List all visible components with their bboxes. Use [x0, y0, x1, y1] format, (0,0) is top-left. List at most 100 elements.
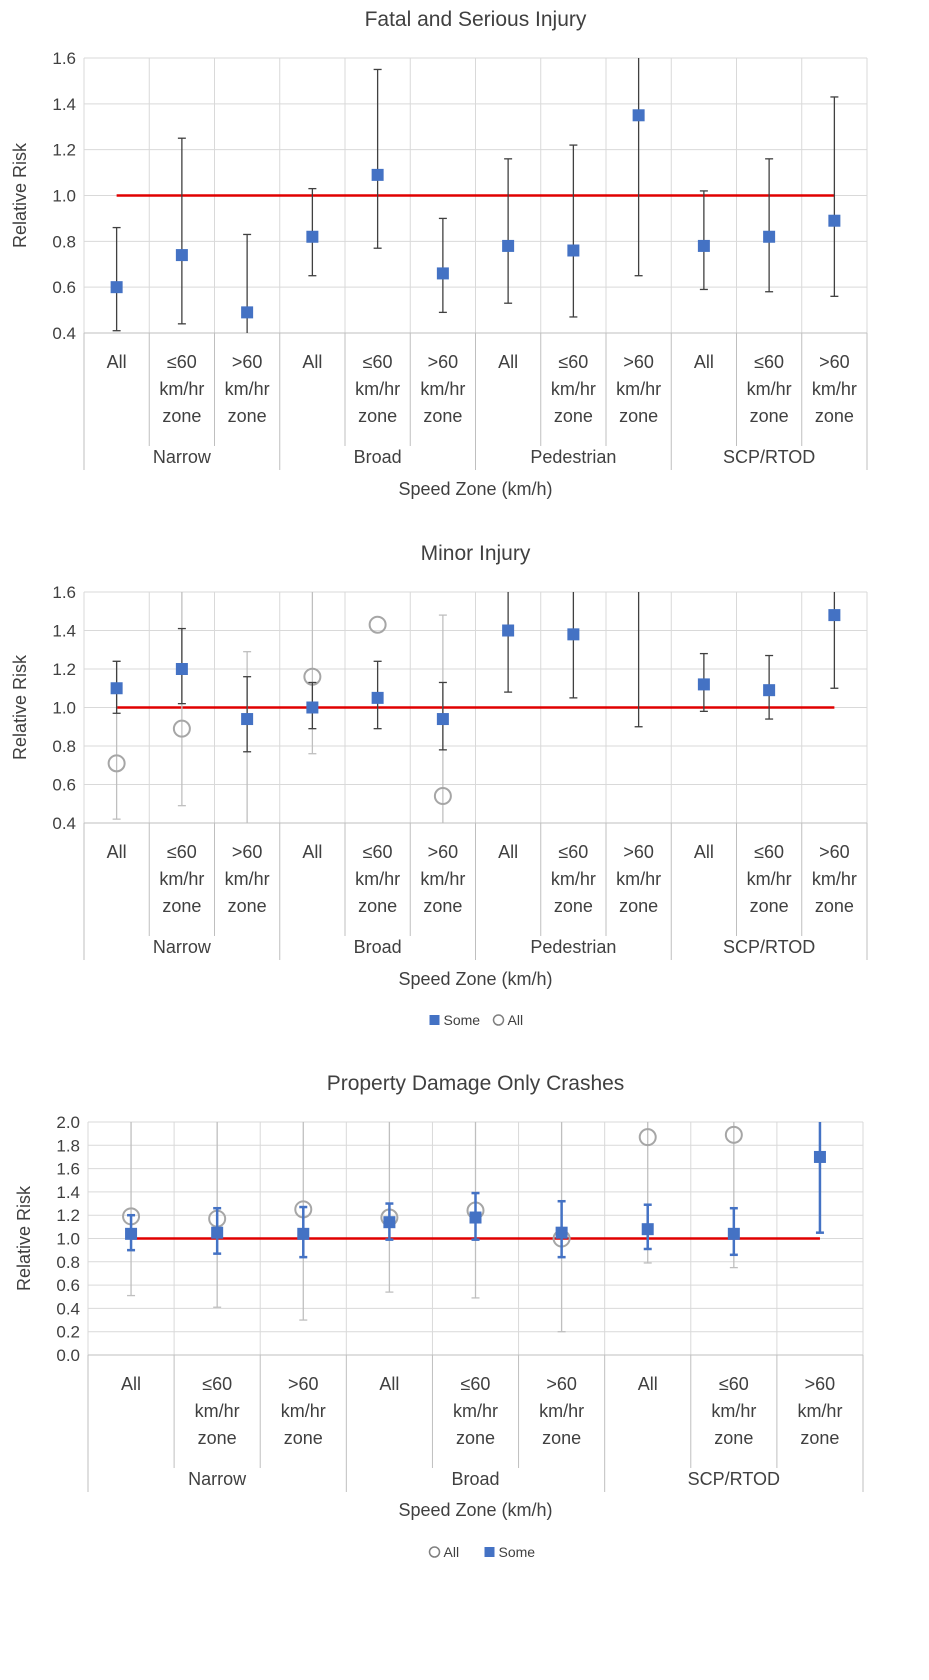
x-tick-label: km/hr: [159, 869, 204, 889]
y-tick-label: 1.4: [52, 622, 76, 641]
x-tick-label: zone: [815, 896, 854, 916]
group-label: Narrow: [188, 1469, 247, 1489]
x-axis-title: Speed Zone (km/h): [398, 1500, 552, 1520]
x-tick-label: All: [638, 1374, 658, 1394]
y-tick-label: 1.4: [56, 1183, 80, 1202]
legend-label: Some: [444, 1012, 481, 1028]
x-tick-label: km/hr: [159, 379, 204, 399]
x-tick-label: zone: [284, 1428, 323, 1448]
x-tick-label: zone: [228, 896, 267, 916]
x-tick-label: All: [498, 352, 518, 372]
group-label: Broad: [451, 1469, 499, 1489]
data-point-all: [433, 787, 452, 806]
y-tick-label: 1.2: [52, 660, 76, 679]
x-tick-label: km/hr: [616, 379, 661, 399]
group-label: SCP/RTOD: [688, 1469, 780, 1489]
y-tick-label: 1.2: [56, 1206, 80, 1225]
x-tick-label: ≤60: [558, 352, 588, 372]
x-tick-label: All: [302, 842, 322, 862]
legend-marker-some: [484, 1547, 495, 1557]
y-tick-label: 1.4: [52, 95, 76, 114]
chart-title: Fatal and Serious Injury: [365, 8, 587, 31]
x-tick-label: >60: [288, 1374, 319, 1394]
x-axis-title: Speed Zone (km/h): [398, 479, 552, 499]
x-tick-label: ≤60: [754, 352, 784, 372]
data-point-some: [502, 239, 515, 252]
data-point-some: [110, 281, 123, 294]
x-tick-label: km/hr: [711, 1401, 756, 1421]
chart-title: Property Damage Only Crashes: [327, 1072, 625, 1095]
y-tick-label: 0.8: [52, 737, 76, 756]
x-tick-label: >60: [623, 842, 654, 862]
y-tick-label: 1.6: [52, 583, 76, 602]
y-tick-label: 2.0: [56, 1113, 80, 1132]
x-tick-label: All: [694, 352, 714, 372]
y-axis-title: Relative Risk: [10, 142, 30, 248]
x-tick-label: km/hr: [355, 869, 400, 889]
x-tick-label: >60: [428, 352, 459, 372]
data-point-all: [368, 615, 387, 634]
x-tick-label: zone: [358, 406, 397, 426]
x-tick-label: >60: [428, 842, 459, 862]
x-tick-label: zone: [456, 1428, 495, 1448]
data-point-some: [567, 628, 580, 641]
legend-marker-all: [428, 1546, 441, 1558]
legend-marker-all: [492, 1014, 505, 1026]
x-tick-label: zone: [619, 896, 658, 916]
data-point-some: [241, 306, 254, 319]
x-tick-label: >60: [623, 352, 654, 372]
x-tick-label: km/hr: [225, 869, 270, 889]
data-point-some: [763, 684, 776, 697]
legend-label: Some: [499, 1544, 536, 1560]
data-point-some: [828, 214, 841, 227]
y-tick-label: 1.6: [52, 49, 76, 68]
group-label: Pedestrian: [530, 447, 616, 467]
y-tick-label: 1.0: [52, 699, 76, 718]
data-point-some: [371, 691, 384, 704]
data-point-all: [107, 754, 126, 773]
data-point-some: [175, 663, 188, 675]
data-point-some: [697, 678, 710, 691]
x-tick-label: zone: [162, 896, 201, 916]
data-point-some: [436, 267, 449, 280]
data-point-all: [172, 719, 191, 738]
x-tick-label: km/hr: [355, 379, 400, 399]
x-tick-label: ≤60: [167, 352, 197, 372]
x-tick-label: All: [302, 352, 322, 372]
x-tick-label: km/hr: [281, 1401, 326, 1421]
data-point-some: [110, 682, 123, 695]
y-tick-label: 0.4: [52, 324, 76, 343]
data-point-some: [502, 624, 515, 637]
y-tick-label: 0.8: [56, 1253, 80, 1272]
x-tick-label: ≤60: [363, 842, 393, 862]
y-tick-label: 0.6: [56, 1276, 80, 1295]
legend-label: All: [444, 1544, 460, 1560]
x-tick-label: km/hr: [453, 1401, 498, 1421]
y-axis-title: Relative Risk: [10, 654, 30, 760]
x-tick-label: km/hr: [420, 379, 465, 399]
x-tick-label: zone: [619, 406, 658, 426]
x-tick-label: km/hr: [747, 869, 792, 889]
group-label: Narrow: [153, 447, 212, 467]
x-tick-label: zone: [714, 1428, 753, 1448]
x-tick-label: All: [379, 1374, 399, 1394]
data-point-some: [555, 1226, 568, 1239]
y-tick-label: 0.6: [52, 278, 76, 297]
x-tick-label: zone: [554, 896, 593, 916]
data-point-some: [371, 168, 384, 181]
x-tick-label: All: [498, 842, 518, 862]
group-label: SCP/RTOD: [723, 937, 815, 957]
data-point-some: [697, 239, 710, 252]
data-point-some: [211, 1226, 224, 1239]
x-tick-label: ≤60: [363, 352, 393, 372]
data-point-all: [638, 1128, 657, 1147]
data-point-some: [469, 1211, 482, 1224]
data-point-some: [175, 249, 188, 262]
data-point-some: [241, 713, 254, 726]
data-point-some: [763, 230, 776, 243]
group-label: Narrow: [153, 937, 212, 957]
x-tick-label: km/hr: [225, 379, 270, 399]
x-tick-label: >60: [805, 1374, 836, 1394]
x-tick-label: km/hr: [539, 1401, 584, 1421]
x-tick-label: All: [121, 1374, 141, 1394]
